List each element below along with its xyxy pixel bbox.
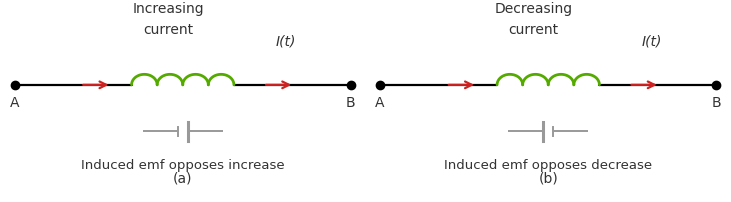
Text: (a): (a): [173, 172, 192, 186]
Text: B: B: [711, 96, 721, 110]
Text: B: B: [346, 96, 356, 110]
Text: I(t): I(t): [642, 34, 662, 48]
Text: A: A: [10, 96, 19, 110]
Text: Induced emf opposes decrease: Induced emf opposes decrease: [444, 159, 652, 171]
Text: A: A: [376, 96, 385, 110]
Text: Increasing: Increasing: [132, 2, 204, 16]
Text: Decreasing: Decreasing: [495, 2, 572, 16]
Text: Induced emf opposes increase: Induced emf opposes increase: [81, 159, 284, 171]
Text: current: current: [143, 23, 193, 37]
Text: current: current: [509, 23, 558, 37]
Text: I(t): I(t): [276, 34, 296, 48]
Text: (b): (b): [538, 172, 558, 186]
